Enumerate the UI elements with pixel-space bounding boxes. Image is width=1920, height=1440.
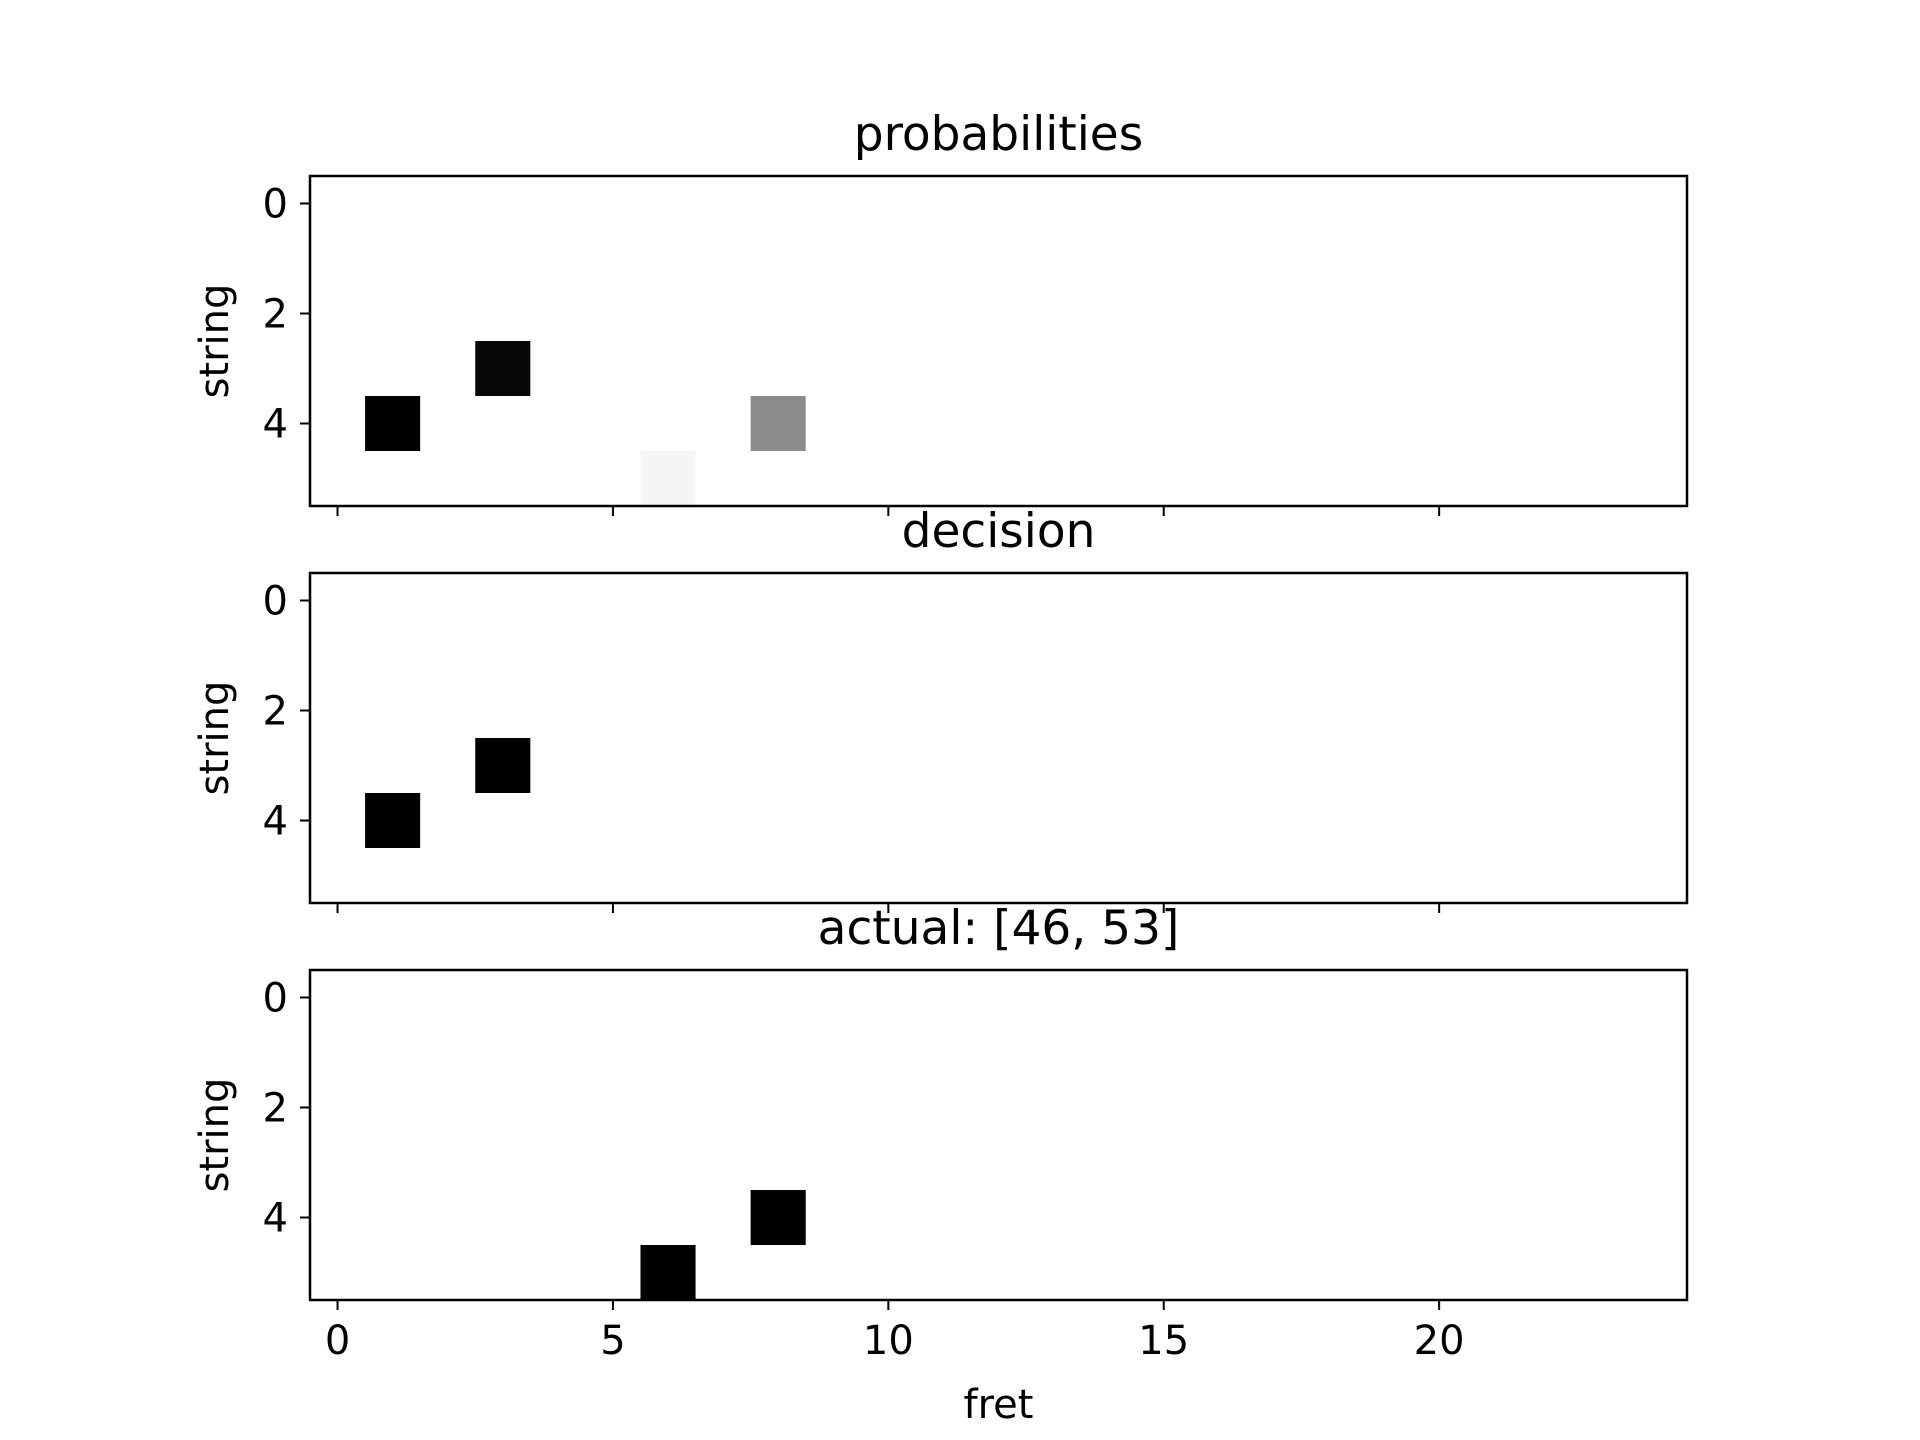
y-tick-label: 0 xyxy=(263,579,288,625)
axes-frame xyxy=(308,571,1689,905)
y-tick-label: 4 xyxy=(263,799,288,845)
heatmap-cell xyxy=(475,738,531,793)
heatmap-cell xyxy=(475,341,531,396)
x-tick-label: 0 xyxy=(325,1318,350,1364)
y-tick-label: 4 xyxy=(263,1196,288,1242)
panel-3: 0 2 4 0 5 10 15 20 string actual: [46, 53] fret xyxy=(192,901,1689,1428)
x-axis-label: fret xyxy=(964,1382,1034,1428)
heatmap-cell xyxy=(640,451,696,506)
panel-title: probabilities xyxy=(854,107,1143,162)
panel-title: actual: [46, 53] xyxy=(818,901,1180,956)
axes-frame xyxy=(308,968,1689,1302)
x-tick-label: 5 xyxy=(600,1318,625,1364)
panel-1: 0 2 4 string probabilities xyxy=(192,107,1689,516)
y-axis-label: string xyxy=(192,1078,238,1193)
y-tick-label: 4 xyxy=(263,402,288,448)
axes-frame xyxy=(308,174,1689,508)
panel-title: decision xyxy=(902,504,1096,559)
x-tick-label: 10 xyxy=(863,1318,914,1364)
y-tick-label: 0 xyxy=(263,976,288,1022)
y-axis-label: string xyxy=(192,284,238,399)
heatmap-cell xyxy=(640,1245,696,1300)
heatmap-cell xyxy=(365,396,421,451)
y-axis-label: string xyxy=(192,681,238,796)
y-tick-label: 2 xyxy=(263,689,288,735)
y-tick-label: 0 xyxy=(263,182,288,228)
panel-2: 0 2 4 string decision xyxy=(192,504,1689,913)
heatmap-cell xyxy=(750,396,806,451)
x-tick-label: 15 xyxy=(1138,1318,1189,1364)
x-tick-label: 20 xyxy=(1414,1318,1465,1364)
heatmap-cell xyxy=(365,793,421,848)
y-tick-label: 2 xyxy=(263,1086,288,1132)
heatmap-cell xyxy=(750,1190,806,1245)
y-tick-label: 2 xyxy=(263,292,288,338)
